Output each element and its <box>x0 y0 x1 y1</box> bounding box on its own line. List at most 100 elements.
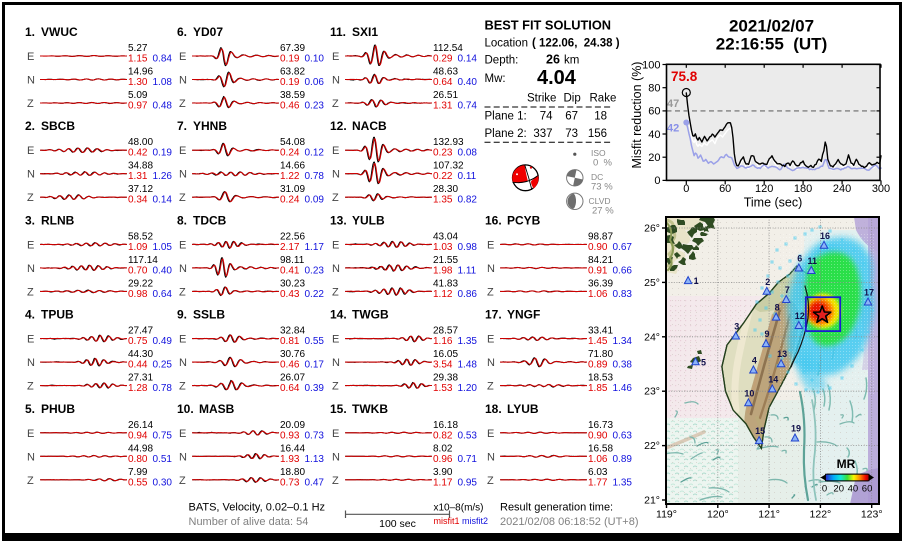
svg-text:22.56: 22.56 <box>280 231 305 242</box>
svg-text:1.13: 1.13 <box>305 454 325 465</box>
svg-text:0.73: 0.73 <box>305 430 325 441</box>
svg-text:Z: Z <box>179 286 186 298</box>
svg-text:13.: 13. <box>330 213 347 227</box>
svg-text:84.21: 84.21 <box>588 255 613 266</box>
svg-text:29.38: 29.38 <box>433 373 458 384</box>
svg-text:E: E <box>179 239 186 251</box>
svg-text:0.55: 0.55 <box>128 477 148 488</box>
svg-text:0.53: 0.53 <box>458 430 478 441</box>
svg-text:Z: Z <box>332 475 339 487</box>
svg-text:4.04: 4.04 <box>537 67 577 89</box>
svg-text:41.83: 41.83 <box>433 278 458 289</box>
svg-text:YNGF: YNGF <box>507 308 540 322</box>
svg-text:1.12: 1.12 <box>433 289 453 300</box>
svg-text:0.48: 0.48 <box>153 101 173 112</box>
svg-text:40: 40 <box>648 129 660 141</box>
svg-text:1.48: 1.48 <box>458 360 478 371</box>
svg-text:0.89: 0.89 <box>588 360 608 371</box>
svg-text:32.84: 32.84 <box>280 326 305 337</box>
svg-text:0.95: 0.95 <box>458 477 478 488</box>
svg-text:33.41: 33.41 <box>588 326 613 337</box>
svg-text:3.: 3. <box>25 213 35 227</box>
svg-text:0: 0 <box>683 183 689 195</box>
svg-text:27 %: 27 % <box>592 206 614 217</box>
svg-text:60: 60 <box>719 183 731 195</box>
svg-text:15.: 15. <box>330 402 347 416</box>
svg-text:1.15: 1.15 <box>128 54 148 65</box>
svg-text:E: E <box>27 145 34 157</box>
svg-text:28.57: 28.57 <box>433 326 458 337</box>
svg-text:0.12: 0.12 <box>305 148 325 159</box>
svg-text:E: E <box>27 239 34 251</box>
svg-text:0.47: 0.47 <box>305 477 325 488</box>
svg-text:N: N <box>487 451 495 463</box>
svg-text:E: E <box>179 51 186 63</box>
svg-text:156: 156 <box>588 128 607 140</box>
svg-text:0.40: 0.40 <box>153 265 173 276</box>
svg-text:12.: 12. <box>330 119 347 133</box>
svg-text:N: N <box>27 75 35 87</box>
svg-text:Z: Z <box>487 381 494 393</box>
svg-text:0.24: 0.24 <box>280 195 300 206</box>
svg-text:VWUC: VWUC <box>41 25 78 39</box>
svg-text:YULB: YULB <box>352 213 385 227</box>
svg-text:Strike: Strike <box>527 93 556 105</box>
svg-text:1.05: 1.05 <box>153 242 173 253</box>
svg-text:0.25: 0.25 <box>153 360 173 371</box>
svg-text:N: N <box>179 169 187 181</box>
svg-text:8.02: 8.02 <box>433 443 453 454</box>
svg-text:20: 20 <box>648 152 660 164</box>
svg-text:30.23: 30.23 <box>280 278 305 289</box>
svg-text:20.09: 20.09 <box>280 420 305 431</box>
svg-text:14.96: 14.96 <box>128 67 153 78</box>
svg-text:TWGB: TWGB <box>352 308 389 322</box>
svg-text:120°: 120° <box>707 509 729 521</box>
svg-text:1.46: 1.46 <box>613 383 633 394</box>
svg-text:6.03: 6.03 <box>588 467 608 478</box>
svg-text:0.78: 0.78 <box>153 383 173 394</box>
svg-text:Z: Z <box>179 192 186 204</box>
svg-text:E: E <box>179 428 186 440</box>
svg-text:44.98: 44.98 <box>128 443 153 454</box>
svg-text:0.64: 0.64 <box>280 383 300 394</box>
svg-text:4: 4 <box>752 356 757 366</box>
svg-text:Z: Z <box>487 286 494 298</box>
svg-text:0.84: 0.84 <box>153 54 173 65</box>
svg-text:0.55: 0.55 <box>305 336 325 347</box>
svg-text:1.53: 1.53 <box>433 383 453 394</box>
svg-text:0.39: 0.39 <box>305 383 325 394</box>
svg-text:16.05: 16.05 <box>433 349 458 360</box>
svg-text:100: 100 <box>642 59 660 71</box>
svg-text:Z: Z <box>27 192 34 204</box>
svg-text:180: 180 <box>794 183 812 195</box>
svg-text:Z: Z <box>179 98 186 110</box>
svg-text:23°: 23° <box>644 386 660 398</box>
svg-text:E: E <box>27 334 34 346</box>
svg-text:3: 3 <box>734 322 739 332</box>
svg-text:1.85: 1.85 <box>588 383 608 394</box>
svg-text:1.35: 1.35 <box>613 477 633 488</box>
svg-text:1.08: 1.08 <box>153 77 173 88</box>
svg-text:1.35: 1.35 <box>458 336 478 347</box>
svg-text:0.81: 0.81 <box>280 336 300 347</box>
svg-text:17: 17 <box>864 288 874 298</box>
svg-text:0.64: 0.64 <box>433 77 453 88</box>
svg-text:1.20: 1.20 <box>458 383 478 394</box>
svg-text:E: E <box>179 334 186 346</box>
svg-text:Number of alive data: 54: Number of alive data: 54 <box>189 516 309 528</box>
svg-text:km: km <box>564 55 579 67</box>
svg-text:PHUB: PHUB <box>41 402 75 416</box>
svg-text:0: 0 <box>654 175 660 187</box>
svg-text:34.88: 34.88 <box>128 161 153 172</box>
svg-text:14.66: 14.66 <box>280 161 305 172</box>
svg-text:E: E <box>332 51 339 63</box>
svg-text:E: E <box>487 334 494 346</box>
svg-text:0.09: 0.09 <box>305 195 325 206</box>
svg-text:80: 80 <box>648 83 660 95</box>
svg-text:5: 5 <box>701 357 706 367</box>
svg-text:0.23: 0.23 <box>305 101 325 112</box>
svg-text:N: N <box>27 451 35 463</box>
svg-text:0.97: 0.97 <box>128 101 148 112</box>
svg-text:0.38: 0.38 <box>613 360 633 371</box>
svg-text:48.63: 48.63 <box>433 67 458 78</box>
